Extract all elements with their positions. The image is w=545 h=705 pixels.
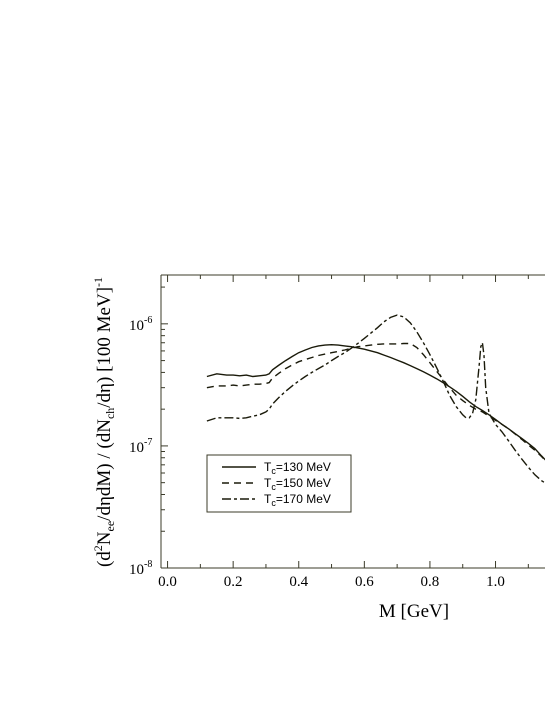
- x-tick-label: 1.0: [486, 574, 505, 590]
- y-tick-label: 10-6: [129, 315, 152, 334]
- y-tick-label: 10-7: [129, 437, 152, 456]
- legend-box: [206, 454, 352, 513]
- legend-label-2: Tc=150 MeV: [264, 476, 331, 492]
- y-axis-title: (d2Nee/dηdM) / (dNch/dη) [100 MeV]-1: [91, 277, 117, 567]
- plot-frame: [160, 274, 545, 569]
- tick-group: 0.0 0.2 0.4 0.6 0.8 1.0 10-8 10-7 10-6: [129, 275, 529, 590]
- x-tick-label: 0.4: [289, 574, 308, 590]
- series-line-2: [206, 342, 545, 462]
- x-tick-label: 0.8: [421, 574, 440, 590]
- legend-label-1: Tc=130 MeV: [264, 460, 331, 476]
- x-tick-label: 0.0: [158, 574, 177, 590]
- x-axis-title: M [GeV]: [379, 601, 449, 622]
- legend-label-3: Tc=170 MeV: [264, 492, 331, 508]
- x-tick-label: 0.2: [224, 574, 243, 590]
- series-group: [206, 314, 545, 484]
- x-tick-label: 0.6: [355, 574, 374, 590]
- y-tick-label: 10-8: [129, 559, 152, 578]
- series-line-1: [206, 343, 545, 461]
- series-line-3: [206, 314, 545, 484]
